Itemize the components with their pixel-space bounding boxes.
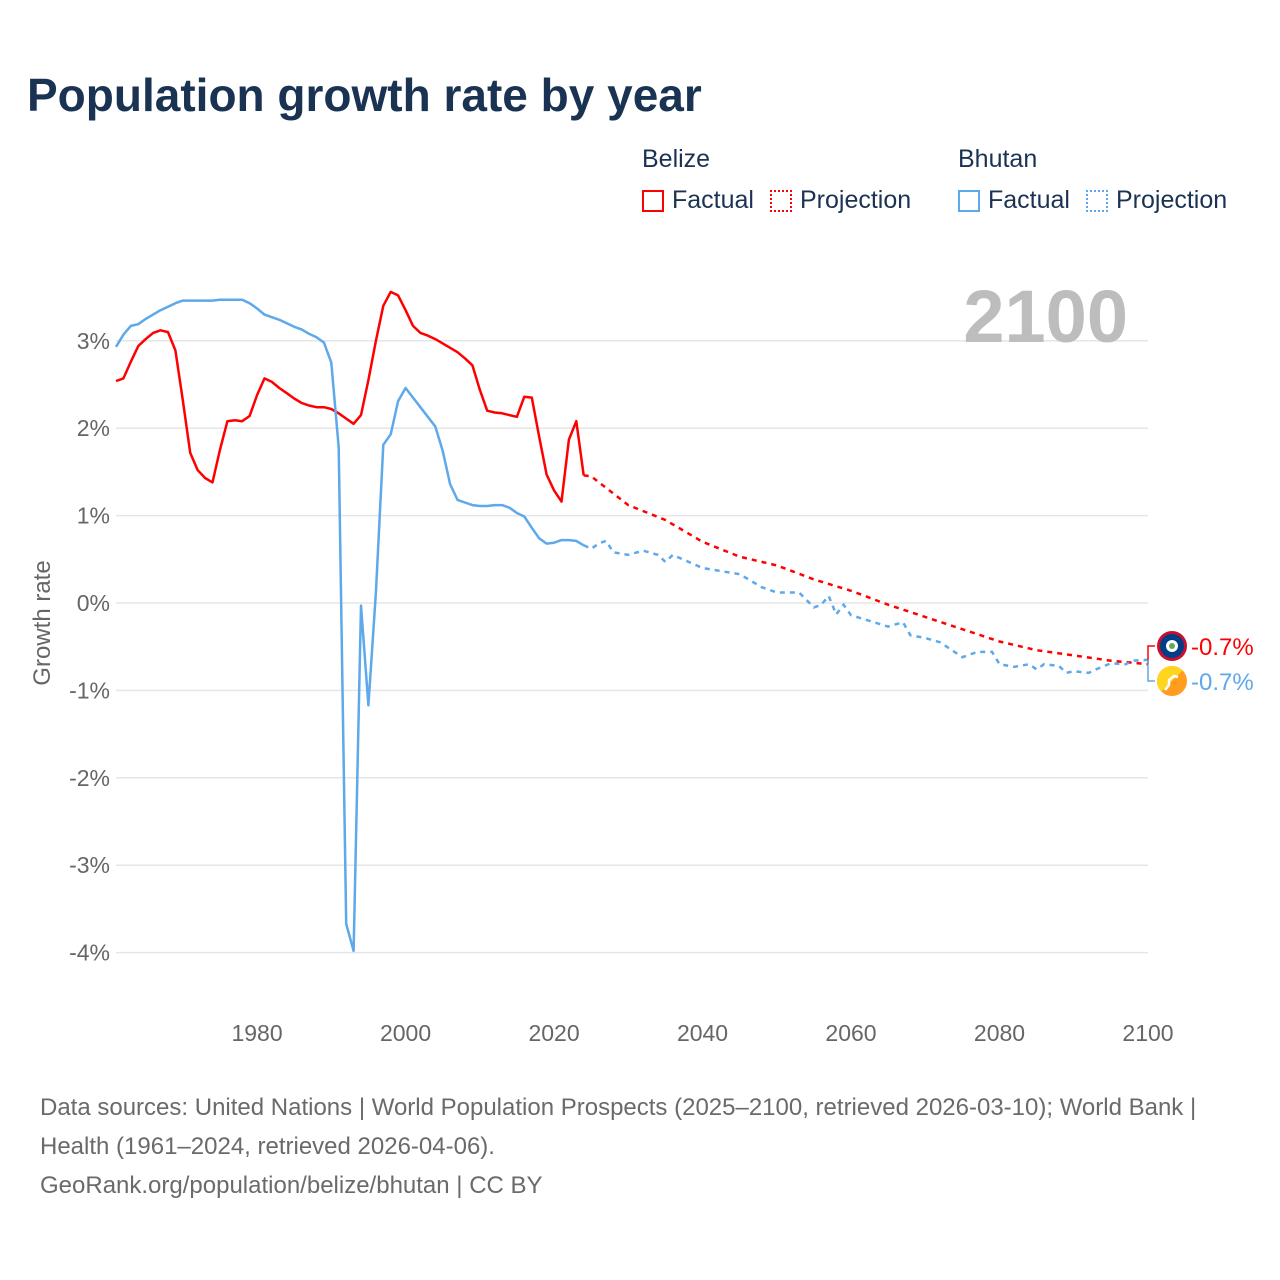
series-line-belize-projection[interactable]: [583, 474, 1149, 666]
bhutan-flag-icon: [1157, 666, 1187, 696]
series-line-bhutan-projection[interactable]: [583, 539, 1149, 675]
end-value-label-belize: -0.7%: [1191, 634, 1254, 661]
legend-item-bhutan-factual[interactable]: Factual: [958, 186, 1070, 215]
legend-label: Projection: [799, 186, 912, 214]
legend-item-belize-projection[interactable]: Projection: [769, 186, 912, 215]
current-year-label: 2100: [963, 275, 1128, 358]
y-axis-label: Growth rate: [29, 560, 56, 685]
chart-title: Population growth rate by year: [27, 69, 702, 121]
y-tick-label: -4%: [69, 940, 110, 966]
series-line-belize-factual[interactable]: [115, 290, 585, 503]
legend-item-belize-factual[interactable]: Factual: [642, 186, 754, 215]
x-tick-label: 2100: [1122, 1020, 1173, 1046]
legend-swatch-solid: [958, 189, 980, 212]
x-tick-label: 2060: [825, 1020, 876, 1046]
legend-label: Factual: [672, 186, 754, 214]
legend-item-bhutan-projection[interactable]: Projection: [1085, 186, 1228, 215]
legend-label: Projection: [1115, 186, 1228, 214]
legend-swatch-solid: [642, 189, 664, 212]
credit-link[interactable]: GeoRank.org/population/belize/bhutan | C…: [40, 1172, 543, 1199]
legend-group-name: Bhutan: [958, 145, 1038, 173]
y-tick-label: 1%: [77, 503, 110, 529]
legend-label: Factual: [988, 186, 1070, 214]
y-tick-label: 2%: [77, 415, 110, 441]
data-sources: Data sources: United Nations | World Pop…: [40, 1094, 1197, 1160]
end-connector: [1147, 645, 1155, 665]
legend-group-bhutan: Bhutan Factual Projection: [958, 145, 1243, 215]
x-tick-label: 2080: [974, 1020, 1025, 1046]
x-tick-label: 2020: [528, 1020, 579, 1046]
y-tick-label: -2%: [69, 765, 110, 791]
belize-flag-icon: [1157, 631, 1187, 661]
end-connector: [1147, 659, 1155, 682]
end-value-label-bhutan: -0.7%: [1191, 669, 1254, 696]
legend-swatch-dotted: [769, 189, 792, 212]
y-tick-label: -3%: [69, 852, 110, 878]
y-tick-label: 3%: [77, 328, 110, 354]
y-tick-label: -1%: [69, 677, 110, 703]
x-tick-label: 2040: [677, 1020, 728, 1046]
legend-group-belize: Belize Factual Projection: [642, 145, 927, 215]
y-tick-label: 0%: [77, 590, 110, 616]
legend-group-name: Belize: [642, 145, 711, 173]
footer: Data sources: United Nations | World Pop…: [40, 1088, 1240, 1205]
x-tick-label: 2000: [380, 1020, 431, 1046]
legend-swatch-dotted: [1085, 189, 1108, 212]
series-line-bhutan-factual[interactable]: [114, 298, 585, 953]
x-tick-label: 1980: [231, 1020, 282, 1046]
